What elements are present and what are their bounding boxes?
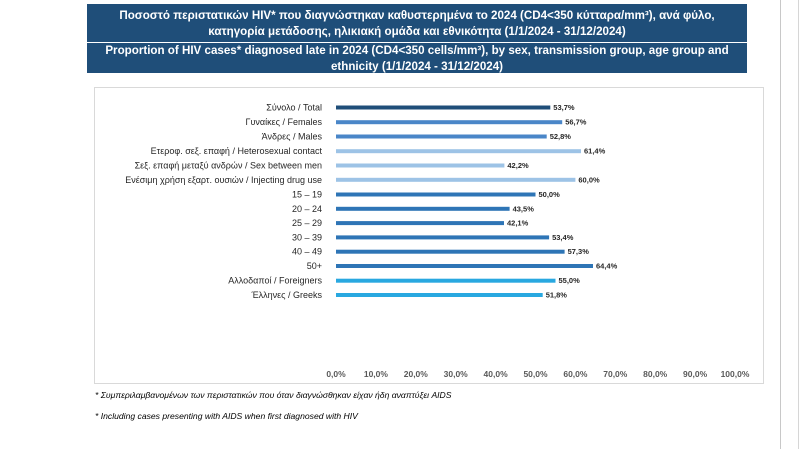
x-tick-label: 100,0% [721,369,750,379]
category-label: 40 – 49 [292,247,322,257]
bar-age-1 [336,206,510,211]
value-label: 50,0% [539,190,561,199]
category-label: 25 – 29 [292,218,322,228]
bar-total-0 [336,105,551,110]
bar-age-5 [336,264,593,268]
x-tick-label: 20,0% [404,369,429,379]
category-label: Σύνολο / Total [266,103,322,113]
value-label: 60,0% [578,175,600,184]
category-label: Άνδρες / Males [262,132,323,142]
category-label: 30 – 39 [292,232,322,242]
bar-age-0 [336,192,536,197]
bar-age-2 [336,221,504,226]
category-label: Ενέσιμη χρήση εξαρτ. ουσιών / Injecting … [125,175,322,185]
footnote-english: * Including cases presenting with AIDS w… [95,411,358,421]
value-label: 56,7% [565,118,587,127]
bar-sex-0 [336,120,563,125]
category-label: Ετεροφ. σεξ. επαφή / Heterosexual contac… [151,146,323,156]
category-label: Αλλοδαποί / Foreigners [228,276,322,286]
category-label: Γυναίκες / Females [246,117,323,127]
title-divider [87,42,747,43]
value-label: 61,4% [584,147,606,156]
right-border-line-outer [798,0,799,449]
value-label: 51,8% [546,291,568,300]
value-label: 64,4% [596,262,618,271]
bar-age-4 [336,249,565,254]
x-tick-label: 40,0% [484,369,509,379]
bar-transmission-2 [336,177,576,182]
category-label: 50+ [307,261,322,271]
x-tick-label: 70,0% [603,369,628,379]
value-label: 57,3% [568,247,590,256]
title-greek: Ποσοστό περιστατικών HIV* που διαγνώστηκ… [119,9,715,38]
value-label: 53,4% [552,233,574,242]
bar-transmission-0 [336,149,581,154]
x-tick-label: 80,0% [643,369,668,379]
bar-chart: Σύνολο / Total 53,7% Γυναίκες / Females 56,… [125,103,750,380]
category-label: 20 – 24 [292,204,322,214]
bar-age-3 [336,235,550,240]
x-tick-label: 30,0% [444,369,469,379]
right-border-line [780,0,781,449]
title-banner: Ποσοστό περιστατικών HIV* που διαγνώστηκ… [86,3,748,74]
bar-transmission-1 [336,163,505,168]
value-label: 43,5% [513,204,535,213]
bar-ethnicity-0 [336,278,556,283]
value-label: 42,1% [507,219,529,228]
bar-ethnicity-1 [336,293,543,297]
value-label: 55,0% [559,276,581,285]
title-english: Proportion of HIV cases* diagnosed late … [105,44,729,73]
x-tick-label: 50,0% [523,369,548,379]
value-label: 52,8% [550,132,572,141]
category-label: 15 – 19 [292,190,322,200]
x-tick-label: 0,0% [326,369,346,379]
x-tick-label: 60,0% [563,369,588,379]
value-label: 53,7% [553,103,575,112]
value-label: 42,2% [507,161,529,170]
bar-sex-1 [336,134,547,139]
category-label: Έλληνες / Greeks [251,290,323,300]
footnote-greek: * Συμπεριλαμβανομένων των περιστατικών π… [95,390,452,400]
x-tick-label: 10,0% [364,369,389,379]
category-label: Σεξ. επαφή μεταξύ ανδρών / Sex between m… [135,161,322,171]
x-tick-label: 90,0% [683,369,708,379]
